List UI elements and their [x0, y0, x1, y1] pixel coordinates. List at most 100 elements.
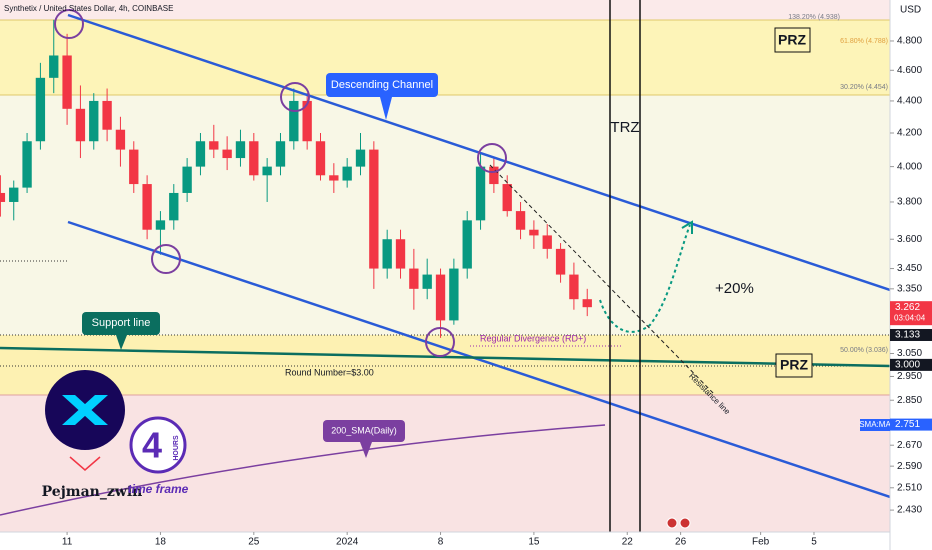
- candle-body: [462, 220, 472, 269]
- candle-body: [115, 129, 126, 150]
- zone: [0, 0, 890, 20]
- target-label: +20%: [715, 280, 754, 297]
- candle-body: [0, 192, 6, 202]
- candle-body: [102, 100, 112, 130]
- logo-decor: [69, 456, 101, 471]
- price-marker-label: 3.133: [895, 330, 920, 341]
- pivot-circle: [151, 244, 181, 274]
- support-label: Support line: [92, 317, 151, 329]
- y-tick-label: 4.800: [897, 36, 922, 47]
- trz-label: TRZ: [610, 119, 639, 136]
- candle-body: [409, 268, 419, 289]
- sma-label: 200_SMA(Daily): [331, 425, 397, 435]
- author: Pejman_zwin: [42, 484, 143, 500]
- candle-body: [222, 149, 232, 159]
- candle-body: [355, 149, 366, 167]
- candle-body: [22, 141, 32, 188]
- timeframe-ring: [129, 416, 187, 474]
- candle-body: [422, 274, 432, 289]
- label-pointer: [360, 442, 372, 458]
- timeframe-unit: HOURS: [173, 435, 180, 461]
- y-tick-label: 4.400: [897, 96, 922, 107]
- prz-label: PRZ: [778, 32, 806, 48]
- y-tick-label: 2.590: [897, 461, 922, 472]
- y-tick-label: 2.850: [897, 395, 922, 406]
- candle-body: [275, 141, 286, 167]
- y-tick-label: 2.430: [897, 505, 922, 516]
- label-pointer: [116, 335, 127, 350]
- y-tick-label: 2.670: [897, 440, 922, 451]
- price-axis: [890, 0, 932, 550]
- candles: [0, 19, 592, 338]
- timeframe-label: time frame: [128, 482, 189, 496]
- candle-body: [249, 141, 259, 176]
- candle-body: [142, 184, 152, 230]
- label-box: [82, 312, 160, 335]
- price-marker-label: 2.751: [895, 419, 920, 430]
- price-marker: [890, 358, 932, 371]
- price-marker: [890, 418, 932, 431]
- x-tick-label: 5: [811, 537, 817, 548]
- label-box: [326, 73, 438, 97]
- y-tick-label: 4.600: [897, 65, 922, 76]
- y-tick-label: 2.510: [897, 482, 922, 493]
- candle-body: [302, 100, 312, 142]
- candle-body: [235, 141, 246, 159]
- projection: [599, 224, 691, 333]
- candle-body: [449, 268, 459, 321]
- candle-body: [289, 100, 299, 142]
- candle-body: [502, 184, 512, 212]
- candle-body: [155, 220, 166, 230]
- event-icon: [666, 517, 678, 529]
- price-marker: [890, 301, 932, 326]
- chart-title: Synthetix / United States Dollar, 4h, CO…: [4, 4, 173, 13]
- label-box: [323, 420, 405, 442]
- currency-label: USD: [900, 5, 921, 16]
- y-tick-label: 3.050: [897, 348, 922, 359]
- round-number-label: Round Number=$3.00: [285, 367, 374, 377]
- candle-body: [35, 77, 46, 142]
- event-icon: [679, 517, 691, 529]
- candle-body: [382, 239, 392, 269]
- y-tick-label: 2.950: [897, 371, 922, 382]
- time-axis: [0, 532, 890, 550]
- candle-body: [315, 141, 326, 176]
- candle-body: [529, 229, 539, 236]
- candle-body: [129, 149, 139, 185]
- x-tick-label: 26: [675, 537, 687, 548]
- y-tick-label: 4.000: [897, 161, 922, 172]
- candle-body: [555, 248, 566, 275]
- y-tick-label: 3.450: [897, 263, 922, 274]
- arrow-head: [681, 220, 693, 234]
- candle-body: [342, 166, 352, 181]
- channel-lower: [67, 220, 891, 499]
- candle-body: [75, 108, 86, 142]
- timeframe-number: 4: [142, 425, 162, 466]
- pivot-circle: [54, 9, 84, 39]
- y-tick-label: 4.200: [897, 128, 922, 139]
- support-line: [0, 346, 891, 368]
- fib-label: 138.20% (4.938): [788, 14, 840, 21]
- candle-body: [329, 175, 339, 181]
- sma-line: [0, 424, 606, 516]
- pivot-circle: [477, 143, 507, 173]
- pivot-circle: [280, 82, 310, 112]
- candle-body: [62, 55, 72, 109]
- sma-tag-label: SMA:MA: [859, 420, 891, 429]
- prz-label: PRZ: [780, 357, 808, 373]
- candle-body: [195, 141, 206, 167]
- fib-label: 30.20% (4.454): [840, 84, 888, 91]
- zone: [0, 395, 890, 532]
- candle-body: [262, 166, 272, 176]
- x-tick-label: 15: [528, 537, 540, 548]
- prz-box: [775, 353, 813, 378]
- price-marker-label: 3.000: [895, 360, 920, 371]
- pivot-circle: [425, 327, 455, 357]
- logo-mark: [62, 395, 108, 425]
- sma-tag: [860, 419, 890, 431]
- x-tick-label: 18: [155, 537, 167, 548]
- x-tick-label: Feb: [752, 537, 770, 548]
- price-marker-label: 3.262: [895, 302, 920, 313]
- fib-label: 50.00% (3.036): [840, 347, 888, 354]
